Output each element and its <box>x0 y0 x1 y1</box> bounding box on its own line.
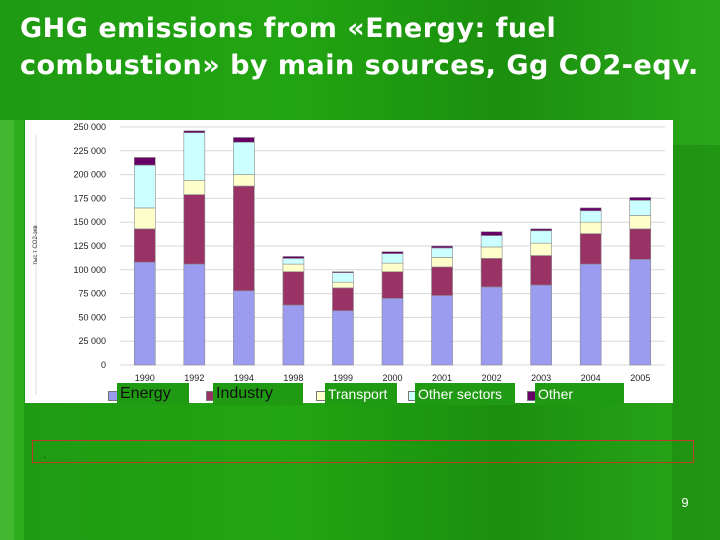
x-tick-label: 2001 <box>432 373 452 383</box>
decor-block <box>672 145 720 540</box>
bar-segment-other-sectors <box>579 210 602 223</box>
y-tick-label: 200 000 <box>73 170 106 180</box>
bar-segment-energy <box>332 310 354 366</box>
x-tick-label: 2002 <box>482 373 502 383</box>
y-tick-label: 250 000 <box>73 122 106 132</box>
stacked-bar-chart: 0 25 000 50 000 75 000 100 000 125 000 150 000… <box>25 120 673 403</box>
bar-segment-other-sectors <box>133 164 156 209</box>
legend-label: Other sectors <box>415 383 515 405</box>
bar-segment-other-sectors <box>282 258 305 265</box>
legend-label: Industry <box>213 383 303 405</box>
bar-segment-industry <box>183 194 206 265</box>
bar-segment-transport <box>579 221 602 234</box>
x-tick-label: 2003 <box>531 373 551 383</box>
y-axis-ticks: 0 25 000 50 000 75 000 100 000 125 000 150 000… <box>73 122 106 370</box>
notes-box[interactable]: . <box>32 440 694 463</box>
y-tick-label: 100 000 <box>73 265 106 275</box>
bar-segment-industry <box>233 185 255 292</box>
slide-title: GHG emissions from «Energy: fuel combust… <box>20 13 699 81</box>
bar-segment-other <box>183 130 206 134</box>
bar-segment-transport <box>332 281 354 289</box>
bar-segment-other <box>233 137 255 143</box>
x-axis-ticks: 1990 1992 1994 1998 1999 2000 2001 2002 2003 2004… <box>135 373 650 383</box>
bar-segment-other-sectors <box>183 132 206 181</box>
x-tick-label: 2004 <box>581 373 601 383</box>
bar-segment-energy <box>579 263 602 366</box>
bar-segment-other-sectors <box>233 141 255 175</box>
bar-segment-industry <box>431 266 453 296</box>
bar-segment-energy <box>133 261 156 366</box>
y-tick-label: 50 000 <box>78 312 106 322</box>
y-tick-label: 150 000 <box>73 217 106 227</box>
bar-segment-transport <box>282 263 305 273</box>
y-tick-label: 25 000 <box>78 336 106 346</box>
decor-stripe <box>14 120 24 540</box>
bar-segment-other <box>629 197 652 201</box>
bar-segment-other <box>480 231 503 236</box>
bar-segment-other <box>133 157 156 166</box>
bar-segment-energy <box>629 259 652 366</box>
bar-segment-other <box>530 228 552 232</box>
x-tick-label: 2005 <box>630 373 650 383</box>
bar-segment-industry <box>530 255 552 286</box>
bar-segment-industry <box>579 233 602 265</box>
bar-segment-other-sectors <box>332 272 354 283</box>
bar-segment-energy <box>431 295 453 366</box>
x-tick-label: 1998 <box>283 373 303 383</box>
x-tick-label: 1994 <box>234 373 254 383</box>
x-tick-label: 1999 <box>333 373 353 383</box>
bar-segment-industry <box>629 228 652 260</box>
bar-segment-other-sectors <box>480 235 503 248</box>
chart-card: 0 25 000 50 000 75 000 100 000 125 000 150 000… <box>25 120 673 403</box>
y-axis-label: тыс т CO2-экв <box>33 225 39 264</box>
y-tick-label: 125 000 <box>73 241 106 251</box>
x-tick-label: 1990 <box>135 373 155 383</box>
bar-segment-other <box>282 256 305 259</box>
notes-text: . <box>43 449 47 461</box>
bar-segment-other <box>381 251 404 254</box>
page-number: 9 <box>681 495 689 510</box>
bar-segment-transport <box>183 180 206 195</box>
bar-segment-other <box>431 245 453 249</box>
legend-label: Energy <box>117 383 189 405</box>
bar-segment-other <box>579 207 602 212</box>
bar-segment-transport <box>431 257 453 268</box>
legend-label: Transport <box>325 383 397 405</box>
bar-segment-other-sectors <box>629 200 652 216</box>
bar-segment-transport <box>530 242 552 256</box>
bar-segment-energy <box>530 284 552 366</box>
bar-segment-energy <box>381 298 404 366</box>
bar-segment-industry <box>381 271 404 299</box>
bar-segment-industry <box>332 287 354 312</box>
legend-label: Other <box>535 383 624 405</box>
bar-segment-industry <box>282 271 305 306</box>
bar-segment-transport <box>480 246 503 259</box>
bar-segment-other <box>332 271 354 273</box>
bar-segment-transport <box>629 215 652 230</box>
bar-segment-energy <box>282 304 305 366</box>
x-tick-label: 2000 <box>382 373 402 383</box>
y-tick-label: 225 000 <box>73 146 106 156</box>
bar-segment-transport <box>233 174 255 187</box>
bar-segment-energy <box>183 263 206 366</box>
y-tick-label: 0 <box>101 360 106 370</box>
x-tick-label: 1992 <box>184 373 204 383</box>
bar-segment-other-sectors <box>431 247 453 258</box>
bar-segment-energy <box>480 286 503 366</box>
bar-stacks <box>133 130 652 366</box>
bar-segment-energy <box>233 290 255 366</box>
bar-segment-other-sectors <box>381 253 404 264</box>
y-tick-label: 175 000 <box>73 193 106 203</box>
bar-segment-industry <box>480 258 503 288</box>
bar-segment-industry <box>133 228 156 263</box>
y-tick-label: 75 000 <box>78 289 106 299</box>
bar-segment-other-sectors <box>530 230 552 244</box>
decor-stripe <box>0 120 14 540</box>
bar-segment-transport <box>381 262 404 273</box>
bar-segment-transport <box>133 207 156 230</box>
